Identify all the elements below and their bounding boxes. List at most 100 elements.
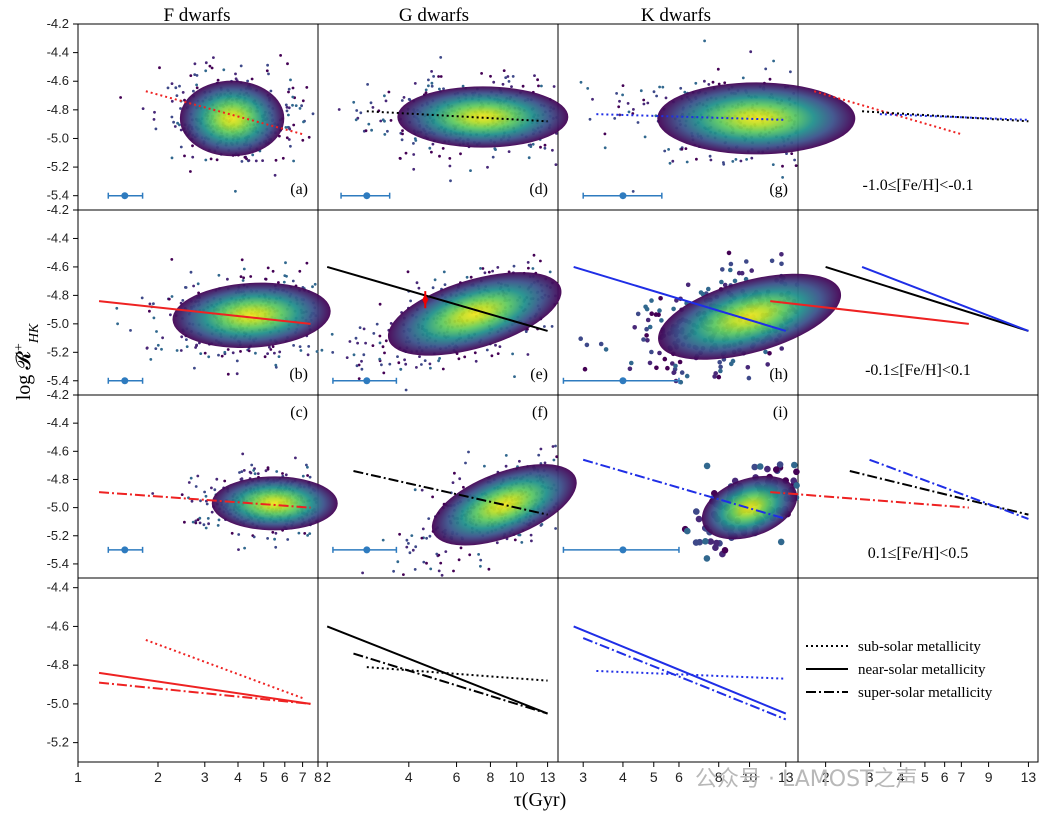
x-axis-label: τ(Gyr) (514, 789, 566, 811)
scatter-point (591, 97, 594, 101)
scatter-point (448, 157, 452, 160)
scatter-point (771, 163, 775, 167)
scatter-point (196, 474, 200, 478)
scatter-point (380, 363, 383, 367)
scatter-point (717, 82, 721, 86)
scatter-point (286, 538, 290, 541)
scatter-point (217, 518, 221, 522)
x-tick-label: 8 (314, 769, 322, 785)
scatter-point (627, 110, 631, 114)
scatter-point (305, 86, 309, 89)
scatter-point (468, 553, 472, 557)
scatter-point (487, 270, 491, 274)
scatter-point (785, 152, 788, 156)
scatter-point (250, 463, 254, 467)
scatter-point (239, 478, 243, 481)
scatter-point (779, 252, 784, 257)
x-tick-label: 9 (985, 769, 993, 785)
density-scatter-i (681, 461, 800, 562)
scatter-point (729, 361, 734, 367)
scatter-point (764, 465, 771, 473)
y-tick-label: -5.4 (47, 373, 69, 388)
scatter-point (251, 153, 255, 157)
scatter-point (396, 355, 399, 358)
scatter-point (204, 69, 208, 73)
scatter-point (237, 548, 240, 551)
scatter-point (178, 84, 181, 88)
density-core (387, 272, 562, 356)
scatter-point (213, 488, 217, 492)
scatter-point (433, 278, 437, 282)
scatter-point (185, 338, 188, 341)
scatter-point (423, 359, 427, 362)
scatter-point (252, 535, 256, 539)
legend-label-near-solar: near-solar metallicity (858, 662, 986, 678)
scatter-point (443, 283, 447, 286)
x-tick-label: 5 (921, 769, 929, 785)
metallicity-bin-label: -0.1≤[Fe/H]<0.1 (865, 362, 971, 379)
scatter-point (430, 81, 434, 85)
scatter-point (532, 253, 536, 257)
scatter-point (739, 159, 743, 163)
scatter-point (554, 444, 557, 448)
scatter-point (685, 160, 689, 164)
scatter-point (533, 74, 536, 77)
scatter-point (151, 492, 155, 495)
scatter-point (154, 127, 158, 131)
scatter-point (663, 149, 667, 153)
scatter-point (543, 325, 546, 328)
scatter-point (693, 508, 700, 515)
scatter-point (252, 469, 256, 472)
scatter-point (745, 365, 751, 370)
scatter-point (226, 372, 230, 376)
scatter-point (274, 531, 278, 535)
scatter-point (641, 337, 646, 342)
scatter-point (307, 135, 311, 139)
x-tick-label: 3 (201, 769, 209, 785)
scatter-point (178, 123, 181, 127)
scatter-point (305, 261, 309, 265)
panel-label-e: (e) (530, 366, 548, 383)
panel-label-c: (c) (290, 404, 308, 421)
scatter-point (777, 538, 785, 546)
scatter-point (550, 325, 554, 328)
scatter-point (459, 546, 463, 550)
scatter-point (404, 362, 408, 366)
scatter-point (406, 270, 410, 274)
scatter-point (239, 350, 242, 353)
scatter-point (402, 96, 406, 99)
scatter-point (155, 330, 158, 333)
scatter-point (189, 270, 193, 274)
scatter-point (539, 259, 542, 263)
scatter-point (411, 548, 415, 552)
scatter-point (412, 153, 416, 156)
scatter-point (149, 358, 153, 361)
x-tick-label: 4 (405, 769, 413, 785)
scatter-point (732, 278, 738, 284)
scatter-point (684, 373, 690, 379)
scatter-point (424, 88, 428, 92)
scatter-point (281, 472, 284, 475)
y-tick-label: -4.6 (47, 259, 69, 274)
scatter-point (506, 75, 510, 78)
scatter-point (191, 144, 194, 148)
scatter-point (361, 571, 364, 575)
scatter-point (241, 452, 245, 456)
scatter-point (644, 326, 649, 332)
errorbar-point (363, 377, 371, 385)
scatter-point (448, 164, 452, 168)
x-tick-label: 2 (822, 769, 830, 785)
scatter-point (152, 302, 155, 306)
scatter-point (195, 86, 199, 90)
scatter-point (248, 470, 252, 474)
panel-frame (77, 577, 319, 763)
scatter-point (438, 357, 441, 360)
scatter-point (287, 138, 291, 141)
scatter-point (720, 267, 725, 272)
scatter-point (355, 364, 359, 368)
scatter-point (793, 468, 800, 476)
scatter-point (331, 351, 335, 354)
scatter-point (716, 374, 722, 380)
scatter-point (621, 93, 624, 97)
scatter-point (726, 250, 732, 256)
